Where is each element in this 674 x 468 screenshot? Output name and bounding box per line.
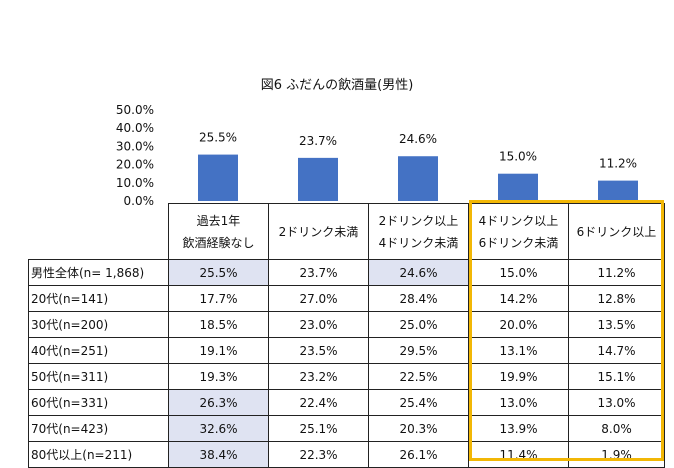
data-label: 23.7%	[299, 134, 337, 148]
data-label: 15.0%	[499, 150, 537, 164]
table-cell: 29.5%	[368, 337, 469, 364]
column-header-line: 2ドリンク未満	[278, 224, 359, 239]
table-cell: 14.7%	[568, 337, 665, 364]
table-cell: 20.3%	[368, 415, 469, 442]
table-row: 80代以上(n=211) 38.4% 22.3% 26.1% 11.4% 1.9%	[28, 441, 665, 468]
column-header-line: 6ドリンク以上	[576, 224, 657, 239]
table-cell: 18.5%	[168, 311, 269, 338]
table-cell: 11.4%	[468, 441, 569, 468]
table-cell: 11.2%	[568, 259, 665, 286]
y-tick-label: 0.0%	[124, 194, 155, 205]
bar-chart: 0.0% 10.0% 20.0% 30.0% 40.0% 50.0% 25.5% 23.7% 2…	[116, 103, 638, 205]
table-cell: 25.5%	[168, 259, 269, 286]
table-cell: 19.1%	[168, 337, 269, 364]
table-cell: 13.5%	[568, 311, 665, 338]
bar	[598, 180, 638, 201]
table-cell: 23.5%	[268, 337, 369, 364]
data-label: 11.2%	[599, 157, 637, 171]
bar	[498, 173, 538, 201]
data-label: 24.6%	[399, 132, 437, 146]
table-cell: 13.1%	[468, 337, 569, 364]
table-header-row: 過去1年飲酒経験なし 2ドリンク未満 2ドリンク以上 4ドリンク未満 4ドリンク以上 6ド…	[28, 203, 665, 260]
table-cell: 38.4%	[168, 441, 269, 468]
table-cell: 22.5%	[368, 363, 469, 390]
column-header: 過去1年飲酒経験なし	[168, 203, 269, 260]
y-tick-label: 20.0%	[116, 158, 154, 172]
table-cell: 25.4%	[368, 389, 469, 416]
table-row: 40代(n=251) 19.1% 23.5% 29.5% 13.1% 14.7%	[28, 337, 665, 364]
row-label: 30代(n=200)	[28, 311, 169, 338]
table-cell: 27.0%	[268, 285, 369, 312]
column-header-line: 6ドリンク未満	[478, 235, 559, 250]
table-cell: 19.9%	[468, 363, 569, 390]
column-header: 6ドリンク以上	[568, 203, 665, 260]
table-cell: 22.3%	[268, 441, 369, 468]
table-cell: 19.3%	[168, 363, 269, 390]
column-header: 4ドリンク以上 6ドリンク未満	[468, 203, 569, 260]
table-cell: 25.1%	[268, 415, 369, 442]
table-row: 30代(n=200) 18.5% 23.0% 25.0% 20.0% 13.5%	[28, 311, 665, 338]
table-cell: 15.1%	[568, 363, 665, 390]
table-cell: 20.0%	[468, 311, 569, 338]
row-label: 50代(n=311)	[28, 363, 169, 390]
table-cell: 1.9%	[568, 441, 665, 468]
y-tick-label: 40.0%	[116, 121, 154, 135]
table-cell: 32.6%	[168, 415, 269, 442]
table-cell: 17.7%	[168, 285, 269, 312]
column-header: 2ドリンク以上 4ドリンク未満	[368, 203, 469, 260]
table-row: 男性全体(n= 1,868) 25.5% 23.7% 24.6% 15.0% 11.2%	[28, 259, 665, 286]
table-cell: 13.9%	[468, 415, 569, 442]
table-row: 70代(n=423) 32.6% 25.1% 20.3% 13.9% 8.0%	[28, 415, 665, 442]
y-tick-label: 50.0%	[116, 103, 154, 117]
table-row: 50代(n=311) 19.3% 23.2% 22.5% 19.9% 15.1%	[28, 363, 665, 390]
column-header-line: 4ドリンク以上	[478, 213, 559, 228]
table-cell: 24.6%	[368, 259, 469, 286]
row-label: 40代(n=251)	[28, 337, 169, 364]
data-label: 25.5%	[199, 131, 237, 145]
column-header: 2ドリンク未満	[268, 203, 369, 260]
table-cell: 23.7%	[268, 259, 369, 286]
table-cell: 12.8%	[568, 285, 665, 312]
row-label: 20代(n=141)	[28, 285, 169, 312]
column-header-line: 4ドリンク未満	[378, 235, 459, 250]
table-row: 60代(n=331) 26.3% 22.4% 25.4% 13.0% 13.0%	[28, 389, 665, 416]
table-row: 20代(n=141) 17.7% 27.0% 28.4% 14.2% 12.8%	[28, 285, 665, 312]
table-cell: 26.3%	[168, 389, 269, 416]
bar	[298, 157, 338, 201]
bar	[198, 154, 238, 201]
data-table: 過去1年飲酒経験なし 2ドリンク未満 2ドリンク以上 4ドリンク未満 4ドリンク以上 6ド…	[28, 203, 665, 468]
column-header-line: 過去1年	[196, 213, 241, 228]
bar	[398, 156, 438, 201]
row-label: 男性全体(n= 1,868)	[28, 259, 169, 286]
row-label: 80代以上(n=211)	[28, 441, 169, 468]
table-cell: 14.2%	[468, 285, 569, 312]
table-corner	[28, 203, 169, 260]
table-cell: 13.0%	[568, 389, 665, 416]
table-cell: 13.0%	[468, 389, 569, 416]
column-header-line: 2ドリンク以上	[378, 213, 459, 228]
table-cell: 8.0%	[568, 415, 665, 442]
row-label: 60代(n=331)	[28, 389, 169, 416]
table-cell: 22.4%	[268, 389, 369, 416]
table-cell: 25.0%	[368, 311, 469, 338]
y-tick-label: 10.0%	[116, 176, 154, 190]
y-tick-label: 30.0%	[116, 139, 154, 153]
table-cell: 23.2%	[268, 363, 369, 390]
column-header-line: 飲酒経験なし	[182, 235, 255, 250]
table-cell: 15.0%	[468, 259, 569, 286]
table-cell: 26.1%	[368, 441, 469, 468]
table-cell: 23.0%	[268, 311, 369, 338]
table-cell: 28.4%	[368, 285, 469, 312]
row-label: 70代(n=423)	[28, 415, 169, 442]
chart-title: 図6 ふだんの飲酒量(男性)	[260, 78, 414, 93]
table-body: 男性全体(n= 1,868) 25.5% 23.7% 24.6% 15.0% 11.2% 2…	[28, 259, 665, 468]
